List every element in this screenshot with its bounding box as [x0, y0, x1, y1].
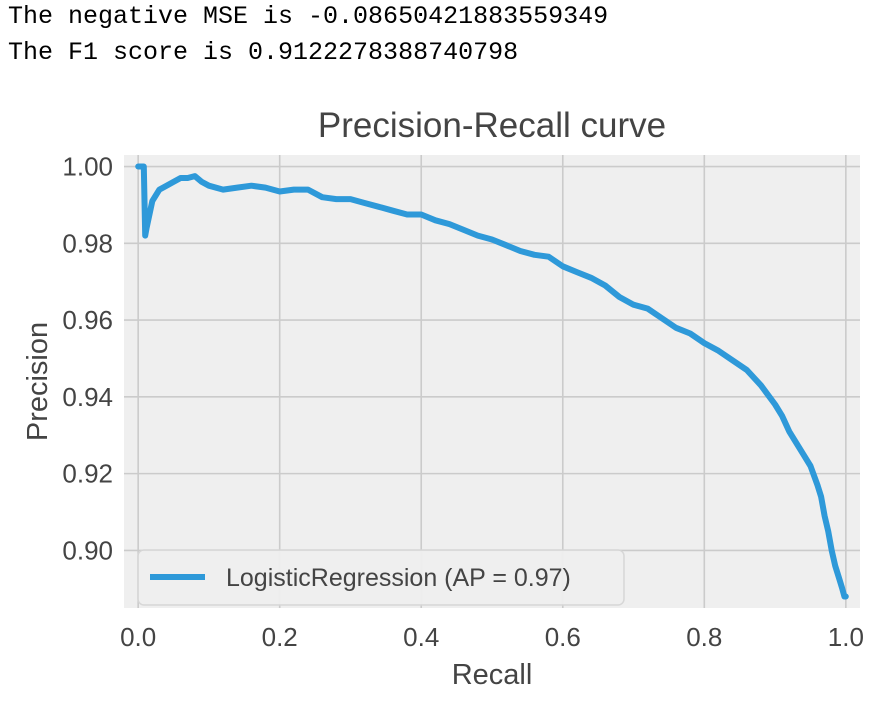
precision-recall-line — [135, 163, 849, 600]
chart-title: Precision-Recall curve — [318, 106, 666, 145]
y-tick-label: 0.94 — [62, 382, 113, 412]
x-tick-label: 0.0 — [120, 622, 156, 652]
y-tick-label: 0.90 — [62, 535, 113, 565]
y-axis-label: Precision — [22, 322, 54, 441]
plot-area — [124, 155, 860, 608]
mse-output-line: The negative MSE is -0.08650421883559349 — [8, 2, 609, 31]
y-tick-label: 0.92 — [62, 459, 113, 489]
x-tick-label: 0.6 — [545, 622, 581, 652]
x-tick-label: 0.2 — [262, 622, 298, 652]
x-tick-labels: 0.0 0.2 0.4 0.6 0.8 1.0 — [120, 622, 864, 652]
series-group — [135, 163, 849, 600]
f1-output-line: The F1 score is 0.9122278388740798 — [8, 38, 519, 67]
x-axis-label: Recall — [452, 659, 533, 691]
y-tick-label: 0.98 — [62, 228, 113, 258]
y-tick-label: 0.96 — [62, 305, 113, 335]
y-tick-label: 1.00 — [62, 152, 113, 182]
y-tick-labels: 0.90 0.92 0.94 0.96 0.98 1.00 — [62, 152, 113, 566]
x-tick-label: 0.8 — [686, 622, 722, 652]
legend-label: LogisticRegression (AP = 0.97) — [226, 564, 571, 592]
x-tick-label: 1.0 — [828, 622, 864, 652]
legend: LogisticRegression (AP = 0.97) — [137, 549, 625, 606]
x-tick-label: 0.4 — [403, 622, 439, 652]
legend-box — [137, 549, 625, 606]
